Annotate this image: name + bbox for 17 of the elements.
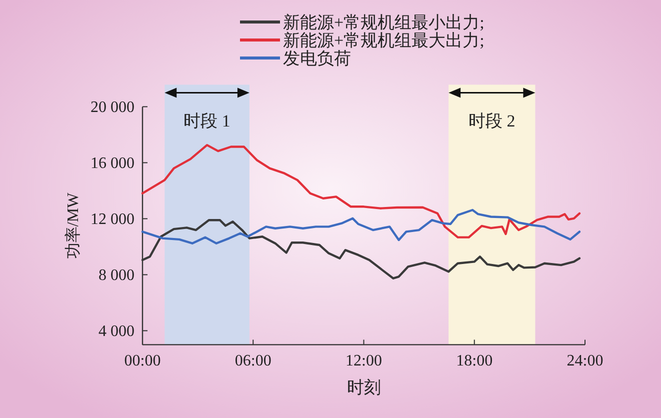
y-tick-label: 20 000 — [90, 99, 134, 116]
x-tick-label: 00:00 — [124, 352, 161, 370]
x-axis-title: 时刻 — [346, 378, 381, 397]
x-tick-label: 18:00 — [456, 352, 493, 370]
y-tick-label: 4 000 — [98, 323, 134, 340]
y-tick-label: 12 000 — [90, 211, 134, 228]
x-tick-label: 24:00 — [566, 352, 604, 370]
x-tick-label: 06:00 — [234, 352, 272, 370]
band-label: 时段 1 — [184, 112, 230, 131]
band-label: 时段 2 — [468, 112, 516, 131]
legend-label: 新能源+常规机组最大出力; — [283, 31, 484, 50]
y-tick-label: 8 000 — [98, 267, 134, 284]
y-axis-title: 功率/MW — [64, 192, 82, 259]
y-tick-label: 16 000 — [90, 155, 134, 172]
legend-label: 新能源+常规机组最小出力; — [283, 13, 484, 32]
legend-label: 发电负荷 — [283, 49, 351, 68]
x-tick-label: 12:00 — [346, 352, 382, 370]
